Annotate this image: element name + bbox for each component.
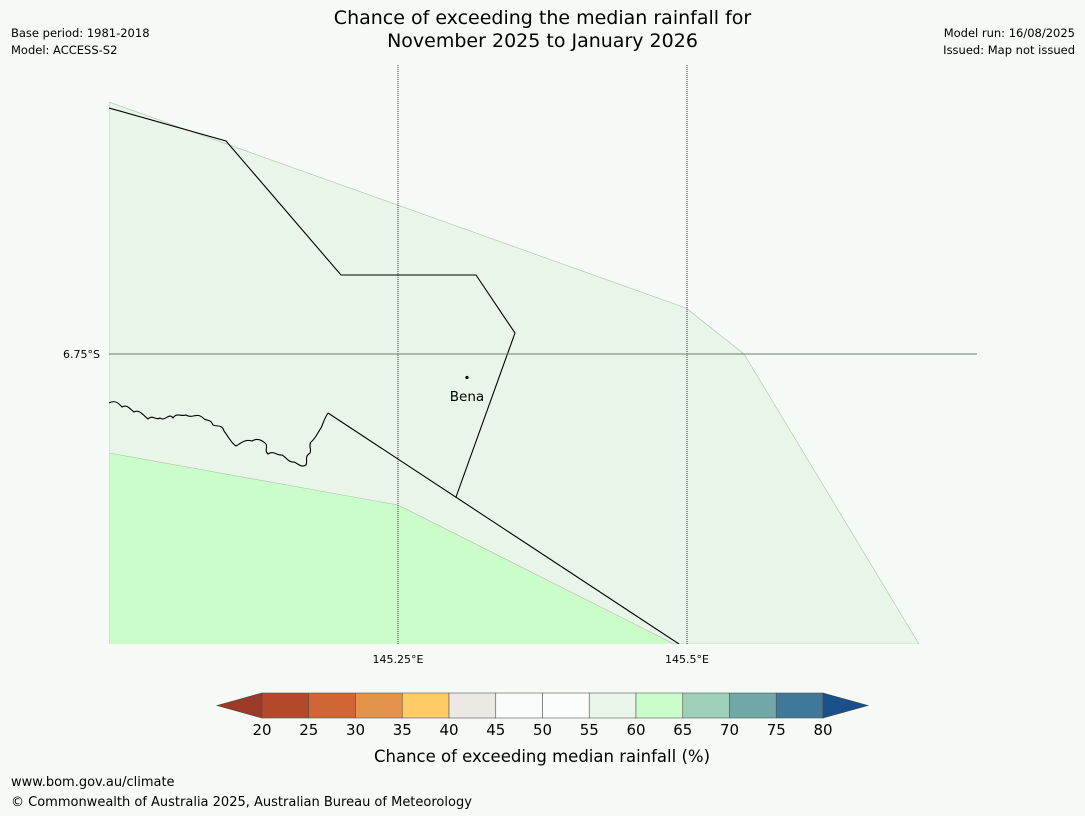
title-line-1: Chance of exceeding the median rainfall … [333,7,752,29]
lat-label: 6.75°S [63,348,100,361]
footer-copyright: © Commonwealth of Australia 2025, Austra… [11,795,472,810]
legend-swatch [448,692,497,719]
legend-tick-label: 80 [813,721,832,739]
legend-swatch [729,692,777,719]
legend-tick-label: 45 [486,721,505,739]
legend-tick-label: 25 [299,721,318,739]
legend-swatch [495,692,543,719]
boundary-north [109,107,516,498]
legend-extend-high [822,692,870,719]
legend-label: Chance of exceeding median rainfall (%) [374,747,710,766]
lon-label-145-25: 145.25°E [373,653,424,666]
legend-tick-label: 70 [720,721,739,739]
model-run-text: Model run: 16/08/2025 [943,26,1075,40]
legend-swatch [542,692,590,719]
legend-tick-label: 75 [767,721,786,739]
boundary-south [327,412,680,644]
legend-extend-low [215,692,263,719]
legend-swatch [355,692,403,719]
map-title: Chance of exceeding the median rainfall … [0,7,1085,53]
model-text: Model: ACCESS-S2 [11,43,118,57]
legend-swatch [775,692,824,719]
legend-tick-label: 40 [439,721,458,739]
base-period-text: Base period: 1981-2018 [11,26,150,40]
legend-tick-label: 30 [346,721,365,739]
legend-swatch [588,692,637,719]
legend-swatch [635,692,684,719]
legend-tick-label: 50 [533,721,552,739]
lon-label-145-5: 145.5°E [665,653,709,666]
legend-swatch [308,692,356,719]
legend-colorbar: 20 25 30 35 40 45 50 55 60 65 70 75 80 [215,692,870,739]
map-area [109,101,920,644]
meta-right: Model run: 16/08/2025 Issued: Map not is… [943,25,1075,59]
title-line-2: November 2025 to January 2026 [387,30,698,52]
legend-swatch [401,692,450,719]
region-60-65 [109,452,675,644]
legend-tick-label: 60 [626,721,645,739]
legend-swatch [261,692,310,719]
town-label: Bena [450,389,484,405]
town-marker [465,375,469,380]
issued-text: Issued: Map not issued [943,43,1075,57]
coastline [109,401,329,467]
meta-left: Base period: 1981-2018 Model: ACCESS-S2 [11,25,150,59]
legend-tick-label: 55 [580,721,599,739]
legend-tick-label: 35 [393,721,412,739]
footer-url: www.bom.gov.au/climate [11,775,175,790]
legend-swatch [682,692,730,719]
legend-tick-label: 20 [252,721,271,739]
legend-tick-label: 65 [673,721,692,739]
